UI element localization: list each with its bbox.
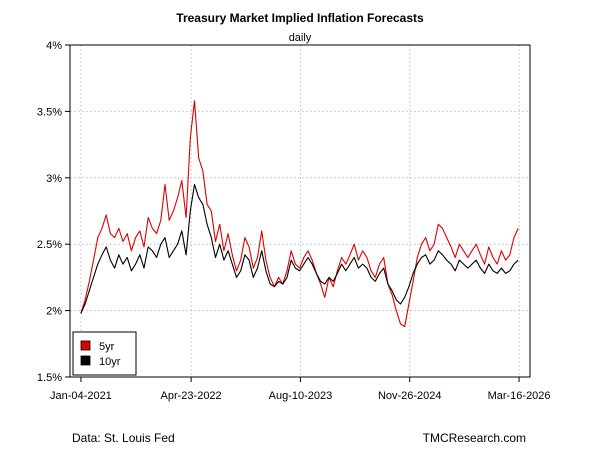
y-axis: 1.5% 2% 2.5% 3% 3.5% 4% bbox=[37, 40, 70, 384]
y-tick-label: 3.5% bbox=[37, 106, 62, 118]
x-tick-label: Aug-10-2023 bbox=[269, 390, 333, 402]
x-axis: Jan-04-2021 Apr-23-2022 Aug-10-2023 Nov-26-… bbox=[50, 377, 551, 402]
x-tick-label: Jan-04-2021 bbox=[50, 390, 112, 402]
legend-swatch-5yr bbox=[80, 340, 91, 351]
legend: 5yr 10yr bbox=[72, 331, 137, 376]
x-tick-label: Nov-26-2024 bbox=[378, 390, 442, 402]
credit-label: TMCResearch.com bbox=[423, 431, 526, 445]
x-tick-label: Mar-16-2026 bbox=[488, 390, 551, 402]
chart-title: Treasury Market Implied Inflation Foreca… bbox=[176, 11, 424, 25]
legend-swatch-10yr bbox=[80, 355, 91, 366]
series-line-10yr bbox=[80, 183, 519, 314]
y-tick-label: 1.5% bbox=[37, 372, 62, 384]
source-label: Data: St. Louis Fed bbox=[72, 431, 175, 445]
plot-frame bbox=[69, 44, 531, 378]
y-tick-label: 3% bbox=[46, 173, 62, 185]
chart-subtitle: daily bbox=[289, 32, 312, 44]
grid bbox=[70, 44, 530, 378]
series-lines bbox=[80, 100, 519, 328]
x-tick-label: Apr-23-2022 bbox=[161, 390, 222, 402]
legend-box bbox=[72, 331, 137, 376]
y-tick-label: 2.5% bbox=[37, 239, 62, 251]
y-tick-label: 4% bbox=[46, 40, 62, 52]
series-line-5yr bbox=[80, 100, 519, 328]
y-tick-label: 2% bbox=[46, 306, 62, 318]
legend-label-5yr: 5yr bbox=[99, 341, 115, 353]
legend-label-10yr: 10yr bbox=[99, 356, 121, 368]
